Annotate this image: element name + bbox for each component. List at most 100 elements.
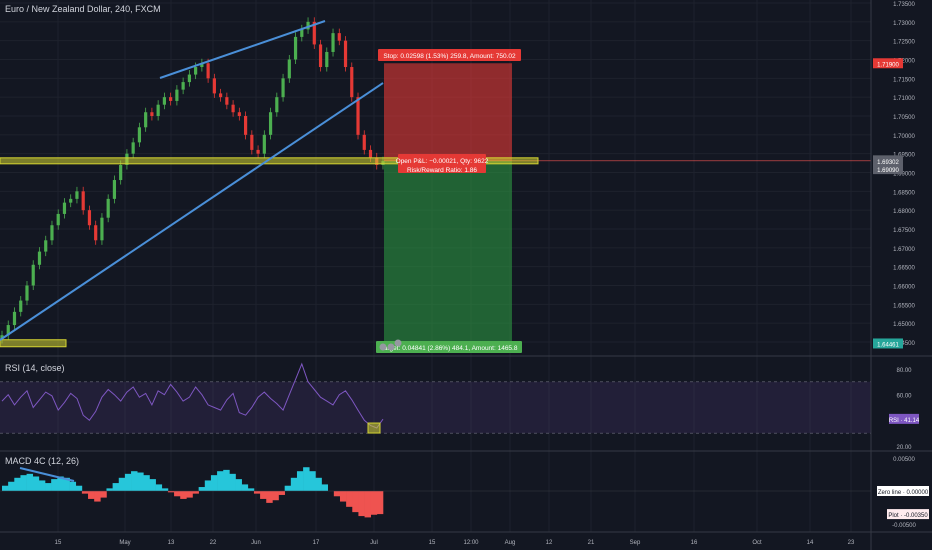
time-tick-label: 22 — [210, 540, 217, 546]
macd-tick-label: -0.00500 — [892, 523, 916, 529]
candle — [106, 198, 110, 218]
macd-bar — [241, 484, 249, 491]
macd-bar — [284, 485, 292, 491]
macd-bar — [100, 491, 107, 498]
macd-bar — [155, 484, 163, 491]
time-tick-label: 16 — [691, 540, 698, 546]
macd-bar — [333, 491, 341, 497]
macd-pane — [0, 467, 871, 518]
candle — [256, 149, 260, 154]
time-tick-label: Sep — [630, 540, 641, 546]
candle — [131, 142, 135, 154]
macd-bar — [315, 477, 322, 491]
drag-handle-icon — [387, 343, 395, 351]
position-zones — [384, 63, 871, 343]
macd-bar — [186, 491, 193, 498]
drawings: Stop: 0.02598 (1.53%) 259.8, Amount: 750… — [0, 20, 539, 353]
time-tick-label: Jun — [251, 540, 261, 546]
macd-bar — [290, 477, 298, 491]
candle — [69, 198, 73, 203]
macd-bar — [45, 483, 52, 491]
candle — [162, 97, 166, 105]
macd-bar — [278, 491, 285, 495]
candle — [37, 251, 42, 265]
price-tick-label: 1.68000 — [893, 209, 915, 215]
time-tick-label: Aug — [505, 540, 516, 546]
candle — [75, 191, 79, 199]
target-label-box — [376, 341, 522, 353]
candles — [0, 17, 385, 344]
stop-label-box — [378, 49, 521, 61]
candle — [331, 33, 335, 52]
macd-bar — [210, 475, 218, 491]
candle — [350, 67, 354, 98]
macd-bar — [358, 491, 365, 517]
time-tick-label: May — [119, 540, 130, 546]
macd-bar — [174, 491, 181, 497]
price-badge-label: 1.69302 — [877, 160, 899, 166]
price-tick-label: 1.66500 — [893, 266, 915, 272]
price-tick-label: 1.71000 — [893, 96, 915, 102]
pnl-label: Open P&L: −0.00021, Qty: 9622 — [396, 158, 489, 165]
macd-zero-badge-label: Zero line · 0.00000 — [878, 490, 929, 496]
rsi-title: RSI (14, close) — [5, 363, 65, 373]
time-tick-label: 23 — [848, 540, 855, 546]
price-tick-label: 1.70500 — [893, 115, 915, 121]
macd-bar — [2, 485, 9, 491]
candle — [337, 33, 341, 41]
time-tick-label: 13 — [168, 540, 175, 546]
candle — [368, 149, 373, 158]
candle — [6, 325, 10, 336]
price-tick-label: 1.71500 — [893, 77, 915, 83]
macd-bar — [247, 488, 255, 491]
candle — [287, 59, 291, 79]
price-tick-label: 1.69000 — [893, 172, 915, 178]
rsi-badge — [889, 413, 919, 424]
time-tick-label: 15 — [55, 540, 62, 546]
candle — [343, 40, 348, 68]
candle — [194, 67, 198, 75]
macd-bar — [303, 467, 310, 491]
candle — [231, 104, 235, 113]
rsi-tick-label: 20.00 — [896, 445, 912, 451]
candle — [293, 36, 298, 60]
macd-bar — [26, 473, 34, 491]
macd-tick-label: 0.00500 — [893, 457, 915, 463]
price-badge-label: 1.71900 — [877, 62, 899, 68]
macd-bar — [198, 487, 206, 491]
target-zone — [384, 160, 512, 343]
rsi-badge-label: RSI · 41.14 — [889, 418, 920, 424]
candle — [137, 127, 142, 143]
candle — [281, 78, 285, 98]
macd-bar — [143, 475, 150, 491]
macd-bar — [309, 471, 316, 491]
macd-bar — [266, 491, 273, 503]
candle — [187, 74, 191, 83]
candle — [225, 97, 229, 105]
rsi-tick-label: 60.00 — [896, 394, 912, 400]
candle — [325, 51, 329, 68]
price-tick-label: 1.69500 — [893, 153, 915, 159]
drag-handle-icon — [379, 343, 387, 351]
macd-bar — [57, 476, 64, 491]
pnl-label-box — [398, 154, 486, 173]
stop-label: Stop: 0.02598 (1.53%) 259.8, Amount: 750… — [383, 53, 516, 60]
candle — [219, 93, 223, 98]
candle — [144, 112, 148, 128]
candle — [212, 78, 216, 94]
candle — [81, 191, 85, 211]
candle — [150, 112, 154, 116]
candle — [25, 285, 29, 301]
time-tick-label: 12 — [546, 540, 553, 546]
time-tick-label: Oct — [752, 540, 762, 546]
macd-bar — [88, 491, 95, 499]
macd-bar — [364, 491, 372, 518]
candle — [175, 89, 179, 101]
support-zone — [0, 157, 539, 165]
price-badge-label: 1.69090 — [877, 168, 899, 174]
macd-bar — [112, 483, 120, 491]
macd-bar — [376, 491, 384, 515]
candle — [62, 202, 67, 214]
candle — [250, 134, 254, 150]
